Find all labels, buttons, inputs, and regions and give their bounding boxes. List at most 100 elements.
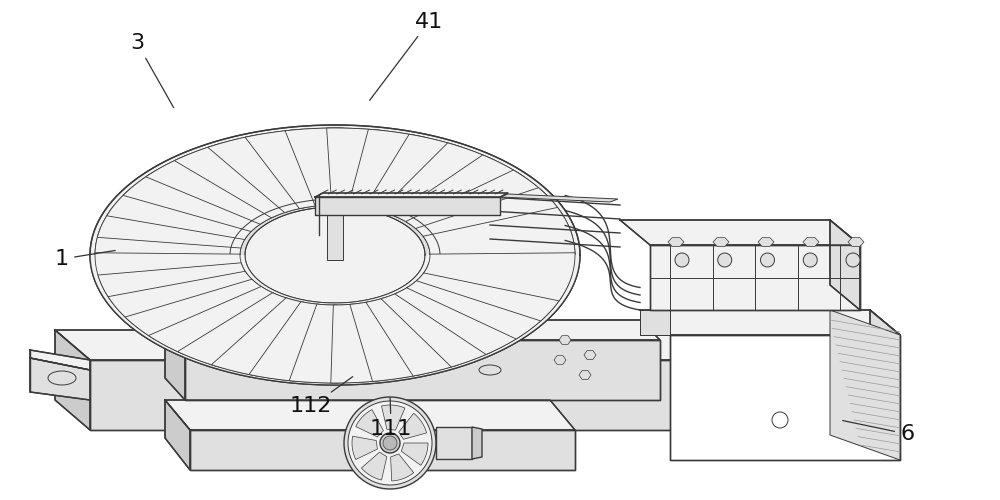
Polygon shape	[165, 400, 190, 470]
Polygon shape	[559, 336, 571, 344]
Polygon shape	[331, 302, 421, 383]
Polygon shape	[416, 188, 573, 248]
Polygon shape	[185, 340, 660, 400]
Polygon shape	[211, 298, 320, 382]
Polygon shape	[554, 356, 566, 364]
Polygon shape	[350, 298, 459, 382]
Polygon shape	[416, 263, 572, 321]
Polygon shape	[620, 220, 860, 245]
Text: 112: 112	[290, 376, 353, 416]
Polygon shape	[123, 155, 277, 232]
Polygon shape	[472, 427, 482, 459]
Polygon shape	[803, 238, 819, 246]
Polygon shape	[428, 228, 575, 281]
Circle shape	[803, 253, 817, 267]
Text: 111: 111	[370, 398, 412, 439]
Text: 6: 6	[843, 420, 914, 444]
Polygon shape	[830, 310, 900, 460]
Polygon shape	[327, 200, 343, 260]
Polygon shape	[190, 430, 575, 470]
Polygon shape	[356, 410, 383, 437]
Polygon shape	[208, 129, 322, 212]
Polygon shape	[366, 292, 492, 376]
Polygon shape	[98, 263, 254, 321]
Polygon shape	[393, 155, 547, 232]
Polygon shape	[95, 253, 246, 301]
Polygon shape	[380, 143, 524, 224]
Polygon shape	[381, 286, 522, 367]
Polygon shape	[289, 304, 381, 383]
Text: 1: 1	[55, 249, 115, 269]
Polygon shape	[352, 436, 377, 460]
Polygon shape	[108, 272, 263, 339]
Polygon shape	[500, 194, 618, 202]
Circle shape	[718, 253, 732, 267]
Polygon shape	[399, 414, 427, 440]
Polygon shape	[148, 286, 289, 367]
Circle shape	[761, 253, 774, 267]
Polygon shape	[174, 134, 306, 218]
Circle shape	[675, 253, 689, 267]
Text: 41: 41	[370, 12, 443, 101]
Ellipse shape	[48, 371, 76, 385]
Polygon shape	[30, 358, 90, 400]
Polygon shape	[436, 427, 472, 459]
Polygon shape	[55, 330, 90, 430]
Polygon shape	[165, 320, 185, 400]
Polygon shape	[670, 335, 900, 460]
Polygon shape	[165, 320, 660, 340]
Polygon shape	[90, 125, 580, 385]
Polygon shape	[30, 350, 90, 370]
Polygon shape	[285, 128, 385, 206]
Polygon shape	[391, 454, 414, 481]
Polygon shape	[230, 199, 440, 311]
Polygon shape	[107, 170, 264, 239]
Polygon shape	[401, 443, 428, 466]
Polygon shape	[95, 228, 242, 281]
Ellipse shape	[479, 365, 501, 375]
Polygon shape	[713, 238, 729, 246]
Polygon shape	[870, 310, 900, 460]
Polygon shape	[90, 255, 580, 385]
Polygon shape	[315, 197, 500, 215]
Circle shape	[344, 397, 436, 489]
Polygon shape	[364, 134, 496, 218]
Polygon shape	[361, 452, 387, 480]
Polygon shape	[315, 193, 508, 197]
Polygon shape	[406, 170, 563, 239]
Text: 3: 3	[130, 33, 174, 108]
Circle shape	[348, 401, 432, 485]
Polygon shape	[95, 208, 247, 260]
Polygon shape	[327, 128, 425, 208]
Polygon shape	[424, 253, 575, 301]
Polygon shape	[90, 360, 745, 430]
Polygon shape	[668, 238, 684, 246]
Polygon shape	[830, 220, 860, 310]
Polygon shape	[382, 405, 405, 430]
Polygon shape	[178, 292, 304, 376]
Polygon shape	[146, 143, 290, 224]
Polygon shape	[245, 207, 425, 303]
Polygon shape	[97, 188, 254, 248]
Polygon shape	[395, 279, 545, 354]
Polygon shape	[407, 272, 562, 339]
Polygon shape	[125, 279, 275, 354]
Polygon shape	[584, 350, 596, 360]
Polygon shape	[640, 310, 670, 335]
Circle shape	[772, 412, 788, 428]
Polygon shape	[245, 207, 425, 303]
Polygon shape	[348, 129, 462, 212]
Polygon shape	[249, 302, 339, 383]
Polygon shape	[245, 128, 343, 208]
Polygon shape	[640, 310, 900, 335]
Polygon shape	[848, 238, 864, 246]
Circle shape	[383, 436, 397, 450]
Polygon shape	[55, 330, 745, 360]
Polygon shape	[423, 208, 575, 260]
Polygon shape	[165, 400, 575, 430]
Circle shape	[380, 433, 400, 453]
Circle shape	[846, 253, 860, 267]
Polygon shape	[579, 370, 591, 380]
Polygon shape	[758, 238, 774, 246]
Polygon shape	[650, 245, 860, 310]
